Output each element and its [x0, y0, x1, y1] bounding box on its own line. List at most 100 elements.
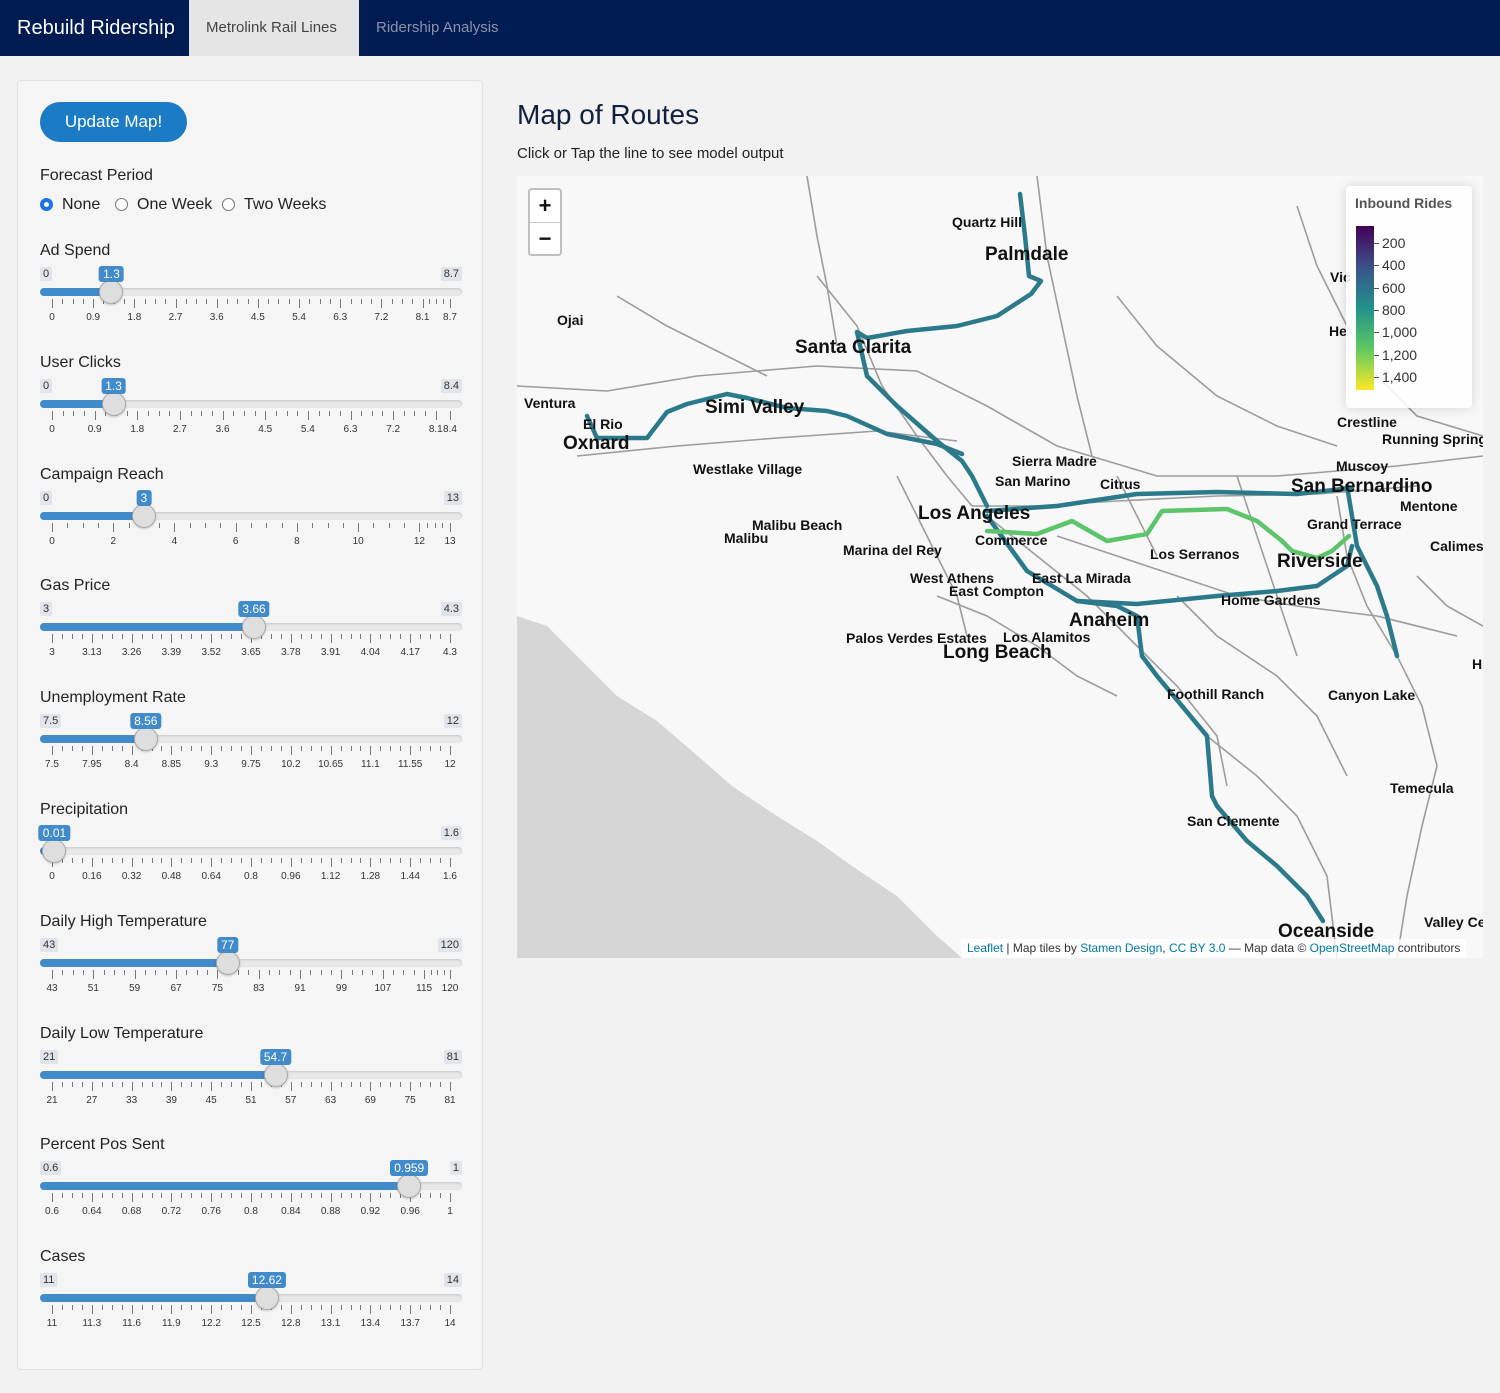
slider-minor-tick	[436, 299, 438, 304]
slider-handle[interactable]	[263, 1062, 288, 1087]
slider-tick	[52, 1081, 53, 1091]
openstreetmap-link[interactable]: OpenStreetMap	[1309, 941, 1395, 955]
slider-minor-tick	[248, 969, 250, 975]
slider-minor-tick	[275, 410, 277, 416]
slider-tick-label: 69	[364, 1094, 376, 1106]
radio-button-icon[interactable]	[40, 198, 53, 211]
slider-tick-label: 3.6	[209, 312, 224, 323]
slider-minor-tick	[61, 746, 63, 752]
slider-value-badge: 54.7	[259, 1048, 292, 1065]
slider-tick-label: 13.4	[360, 1318, 381, 1330]
slider-minor-tick	[165, 299, 167, 304]
slider-min-badge: 21	[40, 1049, 59, 1064]
slider-handle[interactable]	[133, 727, 158, 752]
slider-handle[interactable]	[131, 503, 156, 528]
stamen-link[interactable]: Stamen Design	[1080, 941, 1163, 955]
zoom-control: + −	[528, 188, 562, 256]
slider-handle[interactable]	[215, 950, 240, 975]
place-label-palos-verdes-estates: Palos Verdes Estates	[846, 630, 987, 646]
slider-handle[interactable]	[397, 1174, 422, 1199]
route-map[interactable]: Quartz Hill Palmdale Ojai Santa Clarita Vent…	[517, 176, 1483, 958]
slider-tick	[450, 1305, 451, 1315]
slider-minor-tick	[320, 1193, 322, 1199]
slider-max-badge: 4.3	[440, 602, 462, 617]
unemployment-rate-slider[interactable]: 7.5 12 7.5 7.95 8.4 8.85 9.3 9.75 10.2 10.65 11.1 1…	[40, 713, 462, 794]
place-label-riverside: Riverside	[1277, 551, 1363, 572]
slider-tick	[330, 1081, 332, 1091]
slider-tick-label: 4.3	[443, 647, 457, 659]
radio-button-icon[interactable]	[222, 198, 235, 211]
app-brand[interactable]: Rebuild Ridership	[17, 17, 175, 39]
slider-track[interactable]	[40, 511, 462, 520]
leaflet-link[interactable]: Leaflet	[967, 941, 1004, 955]
slider-tick-label: 13	[444, 535, 456, 547]
slider-tick	[171, 1081, 173, 1091]
slider-minor-tick	[280, 1193, 282, 1199]
slider-handle[interactable]	[101, 391, 126, 416]
slider-tick-label: 115	[416, 982, 433, 994]
slider-minor-tick	[82, 522, 84, 528]
slider-value-badge: 1.3	[99, 266, 124, 282]
slider-tick-label: 7.2	[386, 423, 401, 435]
slider-tick	[393, 410, 395, 420]
map-basemap[interactable]	[517, 176, 1483, 958]
slider-minor-tick	[360, 1193, 362, 1199]
cc-by-link[interactable]: CC BY 3.0	[1168, 941, 1226, 955]
tab-metrolink-rail-lines[interactable]: Metrolink Rail Lines	[189, 0, 359, 56]
zoom-in-button[interactable]: +	[530, 190, 560, 223]
slider-tick	[450, 299, 451, 308]
slider-tick	[450, 969, 451, 979]
slider-value-badge: 0.959	[390, 1160, 429, 1177]
slider-tick	[211, 858, 213, 867]
slider-minor-tick	[319, 299, 321, 304]
slider-tick-label: 0.64	[82, 1206, 102, 1218]
slider-minor-tick	[430, 1081, 432, 1087]
tab-ridership-analysis[interactable]: Ridership Analysis	[376, 19, 499, 36]
precipitation-slider[interactable]: 01.600.160.320.480.640.80.961.121.281.44…	[38, 825, 462, 906]
slider-tick-label: 12	[444, 759, 456, 771]
slider-minor-tick	[191, 746, 193, 752]
road-network	[517, 176, 1483, 958]
slider-tick-label: 11.1	[361, 759, 380, 771]
legend-title: Inbound Rides	[1355, 195, 1453, 211]
slider-max-badge: 8.4	[440, 378, 462, 393]
cases-slider[interactable]: 11 14 11 11.3 11.6 11.9 12.2 12.5 12.8 13.1 13.4 13…	[40, 1272, 462, 1353]
slider-handle[interactable]	[42, 839, 67, 863]
percent-pos-sent-slider[interactable]: 0.6 1 0.6 0.64 0.68 0.72 0.76 0.8 0.84 0.88 0.92 0.…	[40, 1160, 462, 1241]
campaign-reach-slider[interactable]: 0 13 0 2 4 6 8 10 12 13 3	[40, 489, 462, 571]
user-clicks-slider[interactable]: 0 8.4 0 0.9 1.8 2.7 3.6 4.5 5.4 6.3 7.2 8.1 8.4 1.3	[40, 377, 462, 459]
slider-handle[interactable]	[242, 615, 267, 640]
slider-minor-tick	[247, 299, 249, 304]
slider-handle[interactable]	[99, 280, 124, 304]
slider-minor-tick	[191, 1193, 193, 1199]
slider-tick	[52, 1305, 53, 1315]
zoom-out-button[interactable]: −	[538, 226, 552, 251]
slider-minor-tick	[380, 746, 382, 752]
slider-track[interactable]	[40, 288, 462, 296]
gas-price-slider[interactable]: 3 4.3 3 3.13 3.26 3.39 3.52 3.65 3.78 3.91 4.04 4.1…	[40, 601, 462, 682]
slider-minor-tick	[238, 969, 240, 975]
slider-minor-tick	[413, 969, 415, 975]
slider-minor-tick	[430, 634, 432, 640]
daily-low-temperature-slider[interactable]: 21 81 21 27 33 39 45 51 57 63 69 75 81 54.7	[40, 1048, 462, 1130]
slider-minor-tick	[121, 1193, 123, 1199]
slider-tick	[435, 410, 437, 420]
slider-handle[interactable]	[254, 1286, 279, 1311]
slider-tick	[290, 1193, 292, 1203]
place-label-sierra-madre: Sierra Madre	[1012, 453, 1097, 469]
campaign-reach-label: Campaign Reach	[40, 465, 164, 483]
slider-track[interactable]	[40, 735, 462, 744]
slider-tick-label: 1	[447, 1206, 453, 1218]
update-map-button[interactable]: Update Map!	[40, 102, 187, 142]
slider-minor-tick	[221, 1081, 223, 1087]
slider-tick-label: 120	[441, 982, 459, 994]
slider-track[interactable]	[40, 399, 462, 408]
slider-track[interactable]	[40, 847, 462, 855]
radio-option-label: One Week	[137, 196, 213, 213]
ad-spend-slider[interactable]: 0 8.7 0 0.9 1.8 2.7 3.6 4.5 5.4 6.3 7.2 8.1 8.7 1.3	[40, 266, 462, 347]
slider-minor-tick	[360, 1305, 362, 1311]
daily-high-temperature-slider[interactable]: 43 120 43 51 59 67 75 83 91 99 107 115 120 77	[40, 936, 462, 1018]
radio-button-icon[interactable]	[115, 198, 128, 211]
slider-track[interactable]	[40, 958, 462, 967]
slider-tick-label: 7.2	[374, 312, 389, 323]
